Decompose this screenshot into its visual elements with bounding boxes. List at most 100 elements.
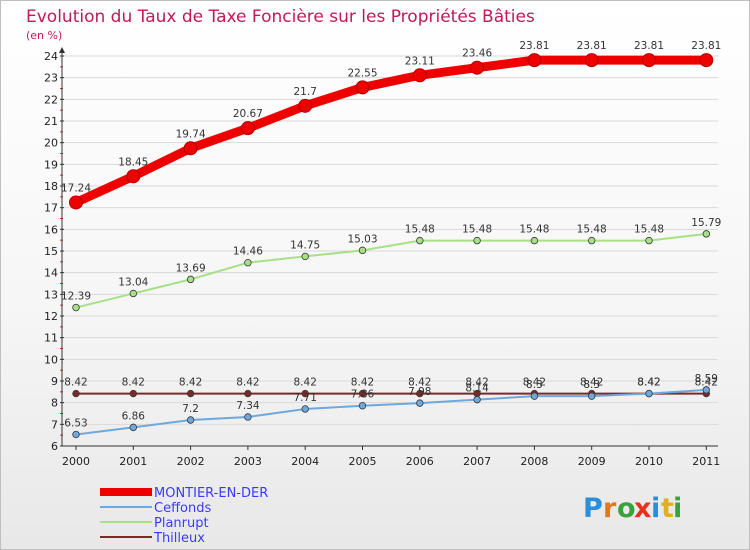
data-point	[473, 236, 481, 245]
data-label: 19.74	[176, 128, 206, 140]
data-label: 8.42	[236, 377, 259, 389]
x-tick-label: 2008	[520, 455, 548, 468]
x-tick-label: 2003	[234, 455, 262, 468]
data-label: 14.75	[290, 239, 320, 251]
x-tick-label: 2006	[406, 455, 434, 468]
y-tick-label: 14	[44, 267, 58, 280]
data-point	[642, 53, 656, 68]
data-point	[186, 416, 195, 424]
data-point	[301, 389, 309, 398]
data-label: 6.53	[64, 418, 87, 430]
data-label: 17.24	[61, 182, 91, 194]
data-label: 7.2	[182, 403, 199, 415]
y-tick-label: 21	[44, 115, 58, 128]
data-label: 15.48	[519, 224, 549, 236]
logo-letter: i	[651, 493, 660, 524]
data-label: 15.48	[577, 224, 607, 236]
data-point	[416, 399, 424, 407]
data-label: 7.34	[236, 400, 260, 412]
data-label: 23.81	[519, 40, 549, 52]
data-point	[416, 389, 424, 398]
logo-letter: i	[673, 493, 682, 524]
y-axis-arrow	[59, 47, 65, 53]
data-point	[645, 236, 653, 245]
data-point	[72, 430, 80, 439]
data-label: 8.42	[179, 377, 202, 389]
data-point	[129, 289, 137, 298]
data-label: 23.81	[577, 40, 607, 52]
x-tick-label: 2002	[177, 455, 205, 468]
legend-label: Thilleux	[153, 531, 205, 546]
y-tick-label: 7	[51, 418, 58, 431]
data-label: 7.86	[351, 389, 375, 401]
legend-label: Planrupt	[154, 516, 209, 531]
y-tick-label: 17	[44, 202, 58, 215]
data-point	[244, 389, 252, 398]
data-point	[301, 252, 309, 261]
legend-label: MONTIER-EN-DER	[154, 486, 268, 501]
data-label: 15.79	[691, 217, 721, 229]
y-tick-label: 8	[51, 397, 58, 410]
y-tick-label: 9	[51, 375, 58, 388]
y-tick-label: 6	[51, 440, 58, 453]
x-tick-label: 2009	[578, 455, 606, 468]
y-tick-label: 15	[44, 245, 58, 258]
data-label: 8.42	[695, 377, 718, 389]
series-line	[75, 388, 708, 436]
logo-letter: t	[661, 493, 674, 524]
series-group: 8.42 8.42 8.42 8.42 8.42 8.42 8.42 8.42 8.42 8.42…	[61, 40, 721, 439]
data-point	[186, 275, 195, 284]
chart-subtitle: (en %)	[26, 29, 62, 42]
series-ceffonds: 6.536.867.2 7.347.71 7.86 7.98 8.14 8.3 8.3 8.4…	[64, 373, 718, 439]
y-tick-label: 19	[44, 158, 58, 171]
logo-letter: P	[583, 493, 603, 524]
data-point	[355, 80, 370, 95]
x-tick-label: 2004	[291, 455, 319, 468]
data-point	[72, 389, 80, 398]
data-label: 15.48	[634, 224, 664, 236]
y-tick-label: 10	[44, 353, 58, 366]
x-tick-label: 2011	[692, 455, 720, 468]
y-tick-label: 22	[44, 93, 58, 106]
y-tick-label: 12	[44, 310, 58, 323]
data-label: 8.42	[523, 377, 546, 389]
data-label: 18.45	[118, 156, 148, 168]
x-tick-label: 2007	[463, 455, 491, 468]
data-point	[126, 169, 141, 184]
data-point	[358, 246, 367, 255]
data-label: 22.55	[347, 67, 377, 79]
series-line	[75, 232, 708, 309]
data-point	[588, 392, 596, 400]
data-label: 8.42	[580, 377, 603, 389]
data-label: 8.42	[294, 377, 317, 389]
data-label: 14.46	[233, 246, 263, 258]
data-label: 23.46	[462, 48, 492, 60]
data-point	[470, 60, 485, 75]
data-label: 8.14	[465, 383, 489, 395]
data-point	[298, 98, 313, 113]
data-label: 15.03	[347, 233, 377, 245]
data-point	[301, 405, 309, 413]
data-label: 12.39	[61, 291, 91, 303]
data-label: 23.81	[634, 40, 664, 52]
data-point	[412, 68, 427, 83]
data-label: 13.04	[118, 276, 148, 288]
data-point	[527, 53, 542, 68]
y-tick-label: 13	[44, 288, 58, 301]
y-tick-label: 20	[44, 137, 58, 150]
data-point	[72, 303, 80, 312]
axes: 6 7 8 9 10 11 12 13 14 15 16 17 18 19 20 21 22 23 24 2000 20…	[44, 47, 720, 468]
data-label: 21.7	[294, 86, 317, 98]
data-label: 8.42	[351, 377, 374, 389]
x-tick-label: 2000	[62, 455, 90, 468]
x-tick-label: 2010	[635, 455, 663, 468]
logo-letter: x	[634, 493, 651, 524]
data-point	[244, 259, 252, 267]
data-point	[358, 389, 367, 398]
y-tick-label: 24	[44, 50, 58, 63]
data-point	[588, 236, 596, 245]
data-point	[530, 236, 539, 245]
data-point	[129, 389, 137, 398]
data-point	[702, 386, 710, 394]
